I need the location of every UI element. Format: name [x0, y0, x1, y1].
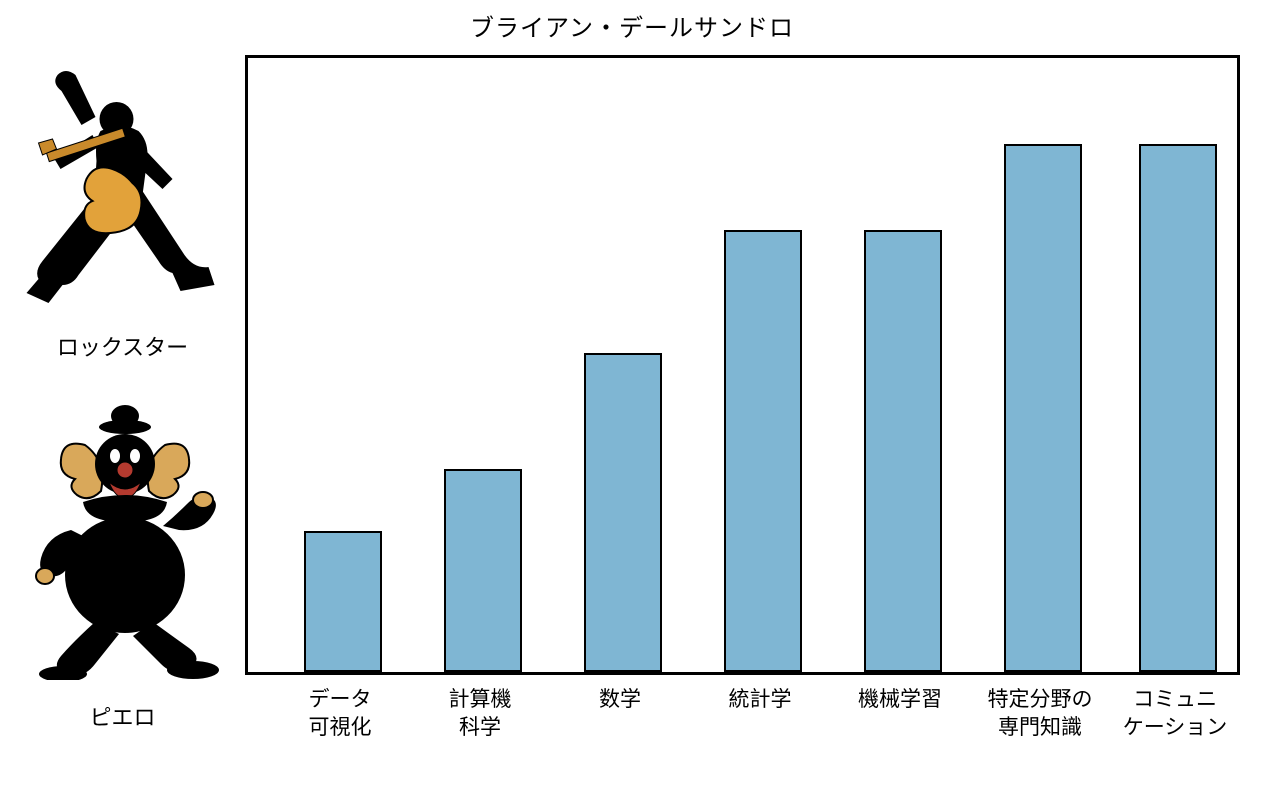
rockstar-label: ロックスター — [0, 330, 245, 362]
bar — [864, 230, 942, 672]
bar — [444, 469, 522, 672]
bar-chart — [245, 55, 1240, 675]
x-axis-label: 統計学 — [685, 686, 835, 714]
clown-icon — [25, 390, 225, 680]
rockstar-icon — [18, 65, 223, 315]
figure: ブライアン・デールサンドロ — [0, 0, 1264, 785]
bar — [584, 353, 662, 672]
x-axis-label: コミュニ ケーション — [1100, 686, 1250, 743]
bars-layer — [248, 58, 1237, 672]
x-axis-label: 機械学習 — [825, 686, 975, 714]
bar — [1139, 144, 1217, 672]
y-axis-area: ロックスター — [0, 0, 245, 785]
x-axis-labels: データ 可視化計算機 科学数学統計学機械学習特定分野の 専門知識コミュニ ケーシ… — [245, 680, 1240, 760]
x-axis-label: 計算機 科学 — [405, 686, 555, 743]
x-axis-label: データ 可視化 — [265, 686, 415, 743]
bar — [724, 230, 802, 672]
bar — [304, 531, 382, 672]
x-axis-label: 数学 — [545, 686, 695, 714]
x-axis-label: 特定分野の 専門知識 — [965, 686, 1115, 743]
clown-label: ピエロ — [0, 700, 245, 732]
bar — [1004, 144, 1082, 672]
